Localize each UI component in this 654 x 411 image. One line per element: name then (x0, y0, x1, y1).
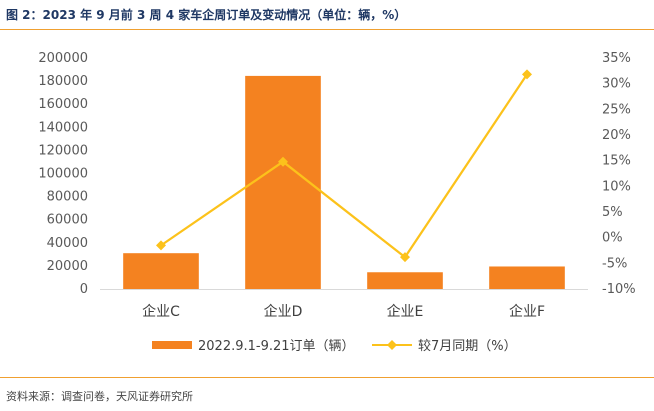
source-divider (0, 377, 654, 378)
line-point-4 (522, 69, 532, 80)
source-note: 资料来源：调查问卷，天风证券研究所 (6, 390, 193, 403)
right-axis-ticks: -10% -5% 0% 5% 10% 15% 20% 25% 30% 35% (602, 51, 636, 297)
left-tick-label: 60000 (47, 213, 88, 228)
right-tick-label: 35% (602, 51, 631, 66)
left-tick-label: 160000 (38, 97, 88, 112)
right-tick-label: 25% (602, 102, 631, 117)
right-tick-label: 0% (602, 231, 623, 246)
line-series (156, 69, 532, 263)
bar-series (123, 75, 565, 289)
line-point-1 (156, 240, 166, 251)
right-tick-label: 20% (602, 128, 631, 143)
right-tick-label: -10% (602, 282, 636, 297)
left-tick-label: 140000 (38, 120, 88, 135)
right-tick-label: 15% (602, 154, 631, 169)
left-tick-label: 100000 (38, 167, 88, 182)
category-label: 企业C (142, 303, 180, 320)
category-labels: 企业C 企业D 企业E 企业F (142, 303, 545, 320)
bar-1 (123, 253, 199, 289)
category-label: 企业D (264, 303, 303, 320)
legend: 2022.9.1-9.21订单（辆） 较7月同期（%） (152, 339, 517, 354)
legend-line-label: 较7月同期（%） (418, 339, 517, 354)
right-tick-label: -5% (602, 256, 627, 271)
line-path (160, 73, 528, 259)
right-tick-label: 5% (602, 205, 623, 220)
left-axis-ticks: 0 20000 40000 60000 80000 100000 120000 140000 1… (38, 51, 88, 297)
left-tick-label: 0 (80, 282, 88, 297)
figure-title: 图 2：2023 年 9 月前 3 周 4 家车企周订单及变动情况（单位：辆，%… (6, 8, 407, 22)
line-point-3 (400, 252, 410, 263)
left-tick-label: 200000 (38, 51, 88, 66)
legend-line-marker (387, 340, 397, 350)
left-tick-label: 20000 (47, 259, 88, 274)
left-tick-label: 180000 (38, 74, 88, 89)
right-tick-label: 10% (602, 179, 631, 194)
bar-4 (489, 266, 565, 289)
category-label: 企业E (387, 303, 424, 320)
category-label: 企业F (509, 303, 545, 320)
line-point-2 (278, 156, 288, 167)
left-tick-label: 40000 (47, 236, 88, 251)
left-tick-label: 80000 (47, 190, 88, 205)
legend-bar-swatch (152, 341, 192, 349)
bar-3 (367, 272, 443, 289)
legend-bar-label: 2022.9.1-9.21订单（辆） (198, 339, 355, 354)
right-tick-label: 30% (602, 77, 631, 92)
title-divider (0, 29, 654, 30)
chart: 0 20000 40000 60000 80000 100000 120000 140000 1… (38, 51, 636, 354)
left-tick-label: 120000 (38, 143, 88, 158)
